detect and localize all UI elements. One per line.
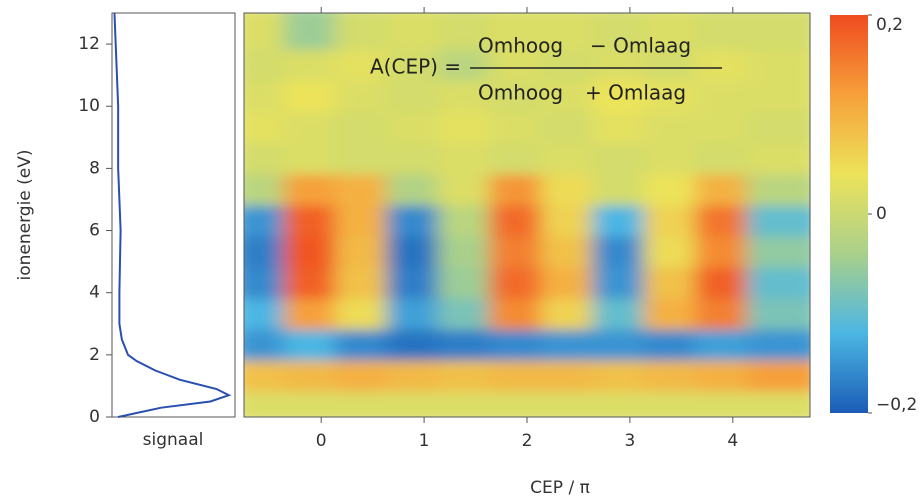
signal-line [113, 12, 232, 418]
y-tick-label: 2 [89, 345, 100, 365]
x-tick-label: 0 [316, 431, 327, 451]
signal-frame [111, 12, 236, 418]
x-tick-label: 1 [419, 431, 430, 451]
y-tick-label: 12 [78, 34, 100, 54]
formula-numerator: Omhoog [478, 34, 563, 58]
colorbar-tick-label: −0,2 [876, 395, 917, 415]
y-tick-label: 0 [89, 407, 100, 427]
x-axis-label: signaal [143, 430, 204, 450]
y-tick-label: 4 [89, 283, 100, 303]
formula-numerator: − Omlaag [590, 34, 691, 58]
x-tick-label: 3 [624, 431, 635, 451]
formula-lhs: A(CEP) = [370, 55, 461, 79]
colorbar [830, 15, 868, 413]
colorbar-tick-label: 0,2 [876, 15, 903, 35]
y-axis-label: ionenergie (eV) [15, 149, 35, 280]
x-tick-label: 4 [727, 431, 738, 451]
y-tick-label: 8 [89, 158, 100, 178]
y-tick-label: 10 [78, 96, 100, 116]
formula-denominator: Omhoog [478, 81, 563, 105]
x-axis-label: CEP / π [530, 478, 590, 498]
x-tick-label: 2 [522, 431, 533, 451]
heat-cell [746, 13, 810, 51]
heatmap [244, 13, 810, 417]
colorbar-tick-label: 0 [876, 204, 887, 224]
formula-denominator: + Omlaag [585, 81, 686, 105]
y-tick-label: 6 [89, 221, 100, 241]
